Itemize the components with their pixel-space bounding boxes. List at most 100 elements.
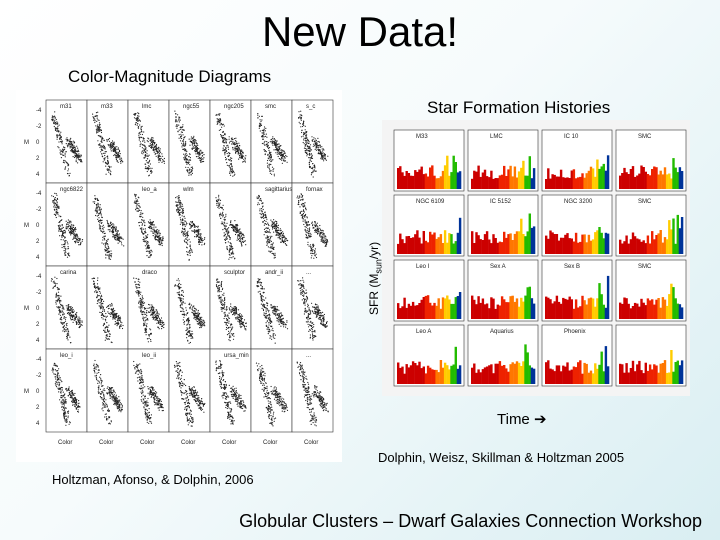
cmd-point [110, 312, 112, 314]
cmd-point [273, 175, 275, 177]
cmd-point [158, 149, 160, 151]
cmd-point [220, 308, 222, 310]
cmd-point [324, 158, 327, 160]
cmd-point [273, 219, 275, 221]
cmd-y-tick: 0 [36, 140, 40, 146]
cmd-point [181, 137, 183, 140]
cmd-point [264, 144, 266, 146]
cmd-point [105, 249, 107, 251]
cmd-point [120, 242, 123, 244]
cmd-point [117, 318, 119, 320]
cmd-point [186, 329, 188, 331]
cmd-point [220, 290, 222, 293]
cmd-point [200, 318, 202, 320]
cmd-point [319, 145, 321, 147]
cmd-point [100, 227, 102, 230]
cmd-point [140, 210, 142, 212]
cmd-point [238, 317, 240, 319]
cmd-point [163, 162, 165, 164]
cmd-point [178, 199, 180, 201]
cmd-point [78, 316, 80, 318]
cmd-point [113, 312, 115, 314]
cmd-point [106, 328, 109, 330]
cmd-point [60, 304, 63, 306]
cmd-point [235, 311, 237, 313]
cmd-point [317, 228, 319, 230]
cmd-point [269, 163, 271, 165]
cmd-point [101, 147, 103, 149]
cmd-point [158, 328, 160, 330]
cmd-point [139, 298, 142, 300]
cmd-point [137, 210, 139, 212]
cmd-point [112, 145, 114, 147]
cmd-point [308, 150, 310, 152]
cmd-point [307, 231, 309, 233]
cmd-point [225, 141, 227, 143]
cmd-point [178, 294, 180, 296]
cmd-point [181, 300, 183, 302]
cmd-point [232, 228, 234, 231]
cmd-point [117, 154, 119, 156]
cmd-point [108, 171, 110, 173]
cmd-point [107, 222, 109, 225]
cmd-point [105, 253, 107, 255]
cmd-point [64, 237, 66, 239]
cmd-point [224, 321, 226, 323]
cmd-point [112, 143, 114, 145]
cmd-cell: andr_ii [250, 265, 293, 350]
cmd-point [227, 232, 229, 234]
cmd-point [240, 320, 242, 322]
cmd-point [182, 148, 184, 150]
cmd-point [231, 257, 233, 259]
cmd-point [51, 115, 54, 117]
cmd-point [142, 316, 144, 318]
cmd-point [201, 244, 203, 246]
cmd-point [230, 162, 232, 165]
cmd-point [149, 251, 151, 253]
cmd-point [195, 319, 197, 321]
cmd-point [305, 147, 307, 150]
cmd-point [114, 310, 116, 312]
cmd-point [274, 142, 276, 144]
cmd-point [259, 125, 261, 127]
cmd-point [144, 141, 146, 143]
cmd-point [303, 120, 305, 122]
cmd-point [70, 319, 72, 321]
sfh-heading: Star Formation Histories [427, 98, 611, 117]
cmd-point [101, 139, 103, 141]
cmd-point [118, 233, 121, 235]
cmd-point [230, 220, 232, 222]
cmd-point [279, 145, 281, 147]
cmd-point [272, 223, 274, 225]
cmd-point [230, 311, 232, 314]
cmd-point [99, 206, 101, 208]
cmd-point [104, 148, 106, 150]
cmd-point [102, 239, 104, 241]
cmd-point [240, 231, 242, 233]
cmd-point [219, 202, 221, 204]
cmd-point [226, 322, 228, 324]
cmd-point [283, 160, 285, 162]
cmd-point [216, 202, 218, 204]
cmd-point [58, 230, 60, 232]
cmd-point [186, 154, 188, 156]
cmd-point [113, 149, 115, 151]
cmd-point [162, 237, 164, 239]
cmd-point [308, 146, 310, 148]
cmd-point [109, 145, 112, 147]
cmd-point [228, 258, 230, 260]
cmd-point [320, 239, 322, 241]
cmd-point [320, 156, 322, 158]
cmd-point [140, 143, 142, 145]
cmd-point [243, 158, 245, 160]
cmd-point [195, 153, 197, 155]
cmd-point [182, 233, 184, 235]
cmd-point [309, 166, 311, 169]
cmd-point [96, 208, 98, 210]
cmd-point [225, 147, 227, 150]
cmd-point [97, 131, 99, 133]
cmd-point [105, 165, 107, 167]
cmd-point [200, 236, 202, 238]
cmd-point [275, 228, 277, 230]
cmd-point [192, 333, 194, 335]
